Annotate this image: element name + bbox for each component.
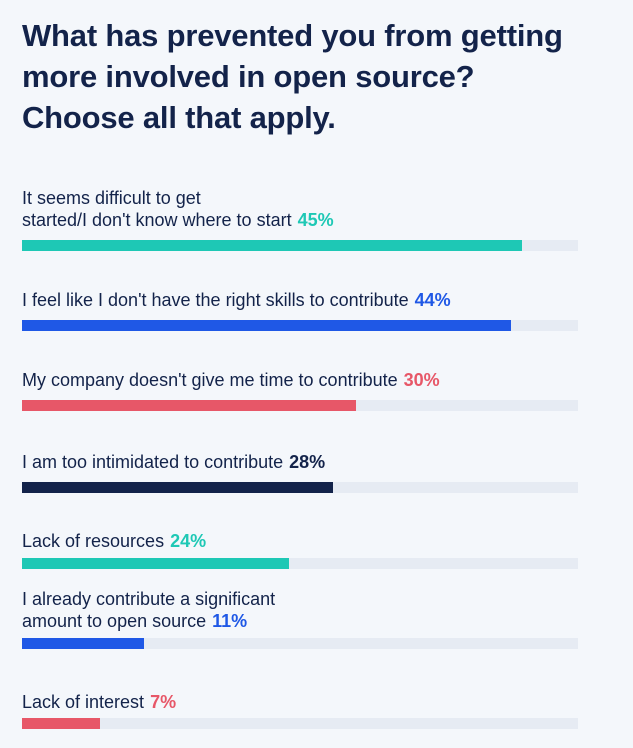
bar-label-group: I feel like I don't have the right skill…: [22, 289, 582, 311]
bar-value-label: 30%: [403, 370, 440, 390]
bar-label: I feel like I don't have the right skill…: [22, 290, 409, 310]
bar-track: [22, 638, 578, 649]
bar-label: Lack of resources: [22, 531, 165, 551]
bar-track: [22, 482, 578, 493]
bar-fill: [22, 638, 144, 649]
bar-fill: [22, 320, 511, 331]
bar-label: It seems difficult to get started/I don'…: [22, 188, 292, 230]
bar-value-label: 28%: [289, 452, 326, 472]
bar-value-label: 11%: [212, 611, 248, 631]
bar-fill: [22, 240, 522, 251]
chart-title: What has prevented you from getting more…: [22, 18, 563, 135]
bar-track: [22, 400, 578, 411]
bar-label-group: Lack of resources 24%: [22, 530, 582, 552]
bar-label: I already contribute a significant amoun…: [22, 589, 276, 631]
bar-label-group: My company doesn't give me time to contr…: [22, 369, 582, 391]
bar-label-group: It seems difficult to get started/I don'…: [22, 187, 582, 231]
bar-fill: [22, 558, 289, 569]
bar-track: [22, 718, 578, 729]
bar-fill: [22, 400, 356, 411]
bar-value-label: 45%: [297, 210, 334, 230]
bar-track: [22, 320, 578, 331]
bar-label: I am too intimidated to contribute: [22, 452, 284, 472]
bar-label: My company doesn't give me time to contr…: [22, 370, 398, 390]
bar-track: [22, 240, 578, 251]
bar-track: [22, 558, 578, 569]
bar-fill: [22, 482, 333, 493]
bar-fill: [22, 718, 100, 729]
bar-label: Lack of interest: [22, 692, 145, 712]
bar-label-group: I am too intimidated to contribute 28%: [22, 451, 582, 473]
bar-value-label: 24%: [170, 531, 207, 551]
bar-label-group: I already contribute a significant amoun…: [22, 588, 582, 632]
bar-value-label: 44%: [414, 290, 451, 310]
bar-label-group: Lack of interest 7%: [22, 691, 582, 713]
bar-value-label: 7%: [150, 692, 177, 712]
